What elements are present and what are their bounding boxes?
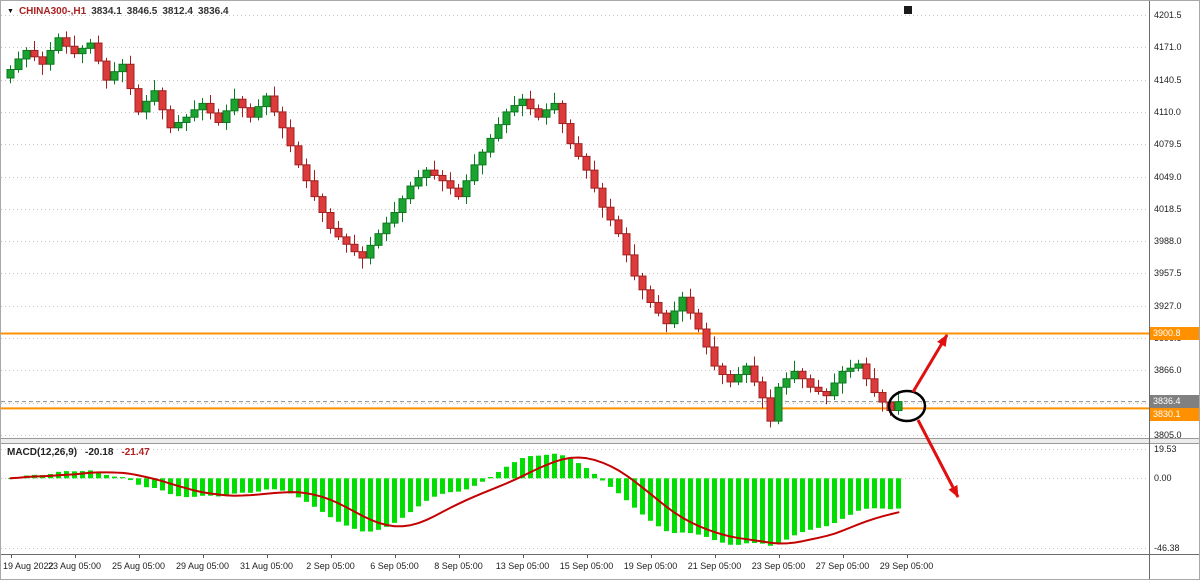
time-tick-mark	[458, 554, 460, 558]
price-tick-label: 3866.0	[1154, 365, 1182, 376]
time-tick-mark	[394, 554, 396, 558]
time-tick-mark	[714, 554, 716, 558]
time-tick-label: 6 Sep 05:00	[370, 561, 419, 571]
macd-signal-value: -21.47	[121, 447, 150, 458]
macd-tick-label: 0.00	[1154, 473, 1172, 484]
time-tick-label: 23 Sep 05:00	[751, 561, 806, 571]
time-tick-mark	[778, 554, 780, 558]
price-axis[interactable]: 4201.5 4171.0 4140.5 4110.0 4079.5 4049.0 4018…	[1150, 1, 1199, 554]
symbol-timeframe-label: CHINA300-,H1	[18, 6, 87, 17]
time-tick-label: 23 Aug 05:00	[47, 561, 102, 571]
price-tick-label: 4110.0	[1154, 106, 1181, 117]
time-tick-mark	[202, 554, 204, 558]
price-tick-label: 4079.5	[1154, 139, 1182, 150]
macd-pane[interactable]	[1, 444, 1149, 554]
price-tick-label: 4018.5	[1154, 203, 1182, 214]
ohlc-high-value: 3846.5	[126, 6, 158, 17]
price-tick-label: 4201.5	[1154, 10, 1182, 20]
time-tick-mark	[266, 554, 268, 558]
time-tick-label: 2 Sep 05:00	[306, 561, 355, 571]
macd-indicator-label: MACD(12,26,9) -20.18 -21.47	[7, 447, 150, 458]
time-tick-label: 25 Aug 05:00	[111, 561, 166, 571]
time-tick-mark	[138, 554, 140, 558]
time-tick-label: 15 Sep 05:00	[559, 561, 614, 571]
pane-divider[interactable]	[1, 438, 1199, 444]
macd-tick-label: -46.38	[1154, 542, 1180, 553]
price-tick-label: 4171.0	[1154, 42, 1182, 53]
time-axis[interactable]: 19 Aug 2022 23 Aug 05:00 25 Aug 05:00 29 Au…	[1, 554, 1149, 579]
time-tick-label: 27 Sep 05:00	[815, 561, 870, 571]
macd-histogram	[8, 453, 901, 546]
time-tick-label: 29 Sep 05:00	[879, 561, 934, 571]
time-tick-mark	[10, 554, 12, 558]
main-chart-pane[interactable]	[1, 1, 1149, 438]
time-tick-mark	[522, 554, 524, 558]
time-tick-mark	[586, 554, 588, 558]
time-tick-label: 29 Aug 05:00	[175, 561, 230, 571]
price-gridlines	[1, 15, 1149, 436]
time-tick-mark	[650, 554, 652, 558]
chart-header: ▼ CHINA300-,H1 3834.1 3846.5 3812.4 3836…	[7, 6, 229, 17]
time-tick-mark	[74, 554, 76, 558]
axis-separator-horizontal	[1, 554, 1199, 555]
time-tick-mark	[906, 554, 908, 558]
macd-tick-label: 19.53	[1154, 444, 1177, 454]
time-tick-label: 21 Sep 05:00	[687, 561, 742, 571]
price-tick-label: 3927.0	[1154, 300, 1182, 311]
ohlc-close-value: 3836.4	[197, 6, 229, 17]
axis-separator-vertical	[1149, 1, 1150, 579]
symbol-dropdown-icon[interactable]: ▼	[7, 7, 14, 15]
ohlc-low-value: 3812.4	[162, 6, 193, 17]
chart-shift-marker[interactable]	[904, 6, 912, 14]
price-tick-label: 4140.5	[1154, 74, 1182, 85]
current-price-badge: 3836.4	[1150, 395, 1199, 409]
time-tick-label: 13 Sep 05:00	[495, 561, 550, 571]
time-tick-label: 19 Sep 05:00	[623, 561, 678, 571]
macd-name: MACD(12,26,9)	[7, 447, 78, 458]
time-tick-mark	[842, 554, 844, 558]
candlestick-series	[6, 31, 903, 428]
price-level-badge: 3830.1	[1150, 408, 1199, 422]
macd-main-value: -20.18	[85, 447, 114, 458]
price-tick-label: 3957.5	[1154, 268, 1182, 279]
price-tick-label: 3805.0	[1154, 429, 1182, 440]
macd-gridlines	[1, 449, 1149, 549]
price-level-badge: 3900.8	[1150, 326, 1199, 340]
time-tick-label: 19 Aug 2022	[3, 561, 54, 571]
macd-signal-line	[9, 456, 900, 545]
price-tick-label: 3988.0	[1154, 236, 1182, 247]
time-tick-label: 8 Sep 05:00	[434, 561, 483, 571]
ohlc-open-value: 3834.1	[91, 6, 122, 17]
time-tick-label: 31 Aug 05:00	[239, 561, 294, 571]
price-tick-label: 4049.0	[1154, 171, 1182, 182]
time-tick-mark	[330, 554, 332, 558]
